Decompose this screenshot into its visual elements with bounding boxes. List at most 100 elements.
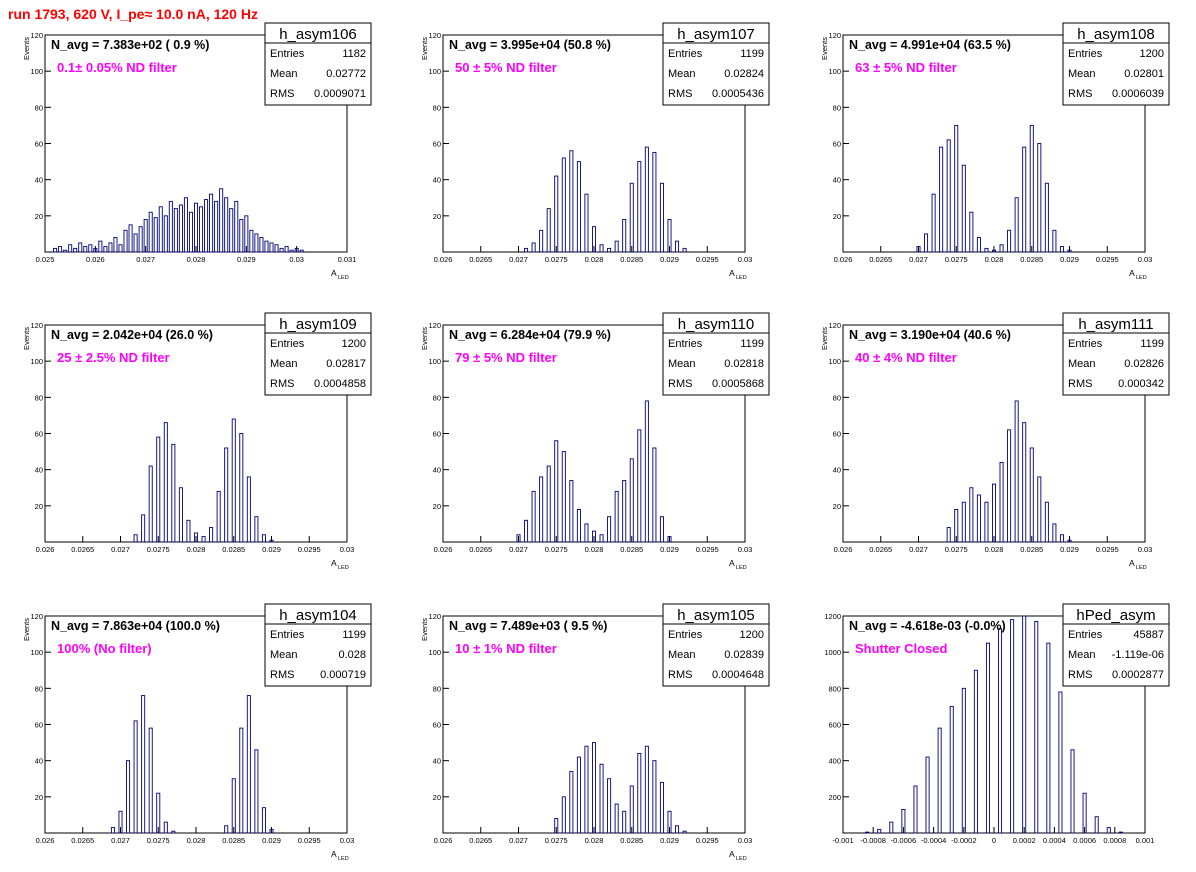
x-axis-label: A <box>331 558 337 568</box>
x-axis-label: A <box>729 268 735 278</box>
y-tick-label: 100 <box>30 67 43 76</box>
stat-value: -1.119e-06 <box>1112 649 1164 661</box>
histogram-bin <box>171 830 176 834</box>
histogram-bin <box>984 247 989 253</box>
histogram-bin <box>163 422 168 543</box>
histogram-bin <box>992 249 997 253</box>
x-tick-label: 0.03 <box>738 545 753 554</box>
x-tick-label: -0.0006 <box>891 836 916 845</box>
x-tick-label: 0.028 <box>585 836 604 845</box>
y-tick-label: 40 <box>433 757 441 766</box>
stats-box <box>264 312 372 396</box>
y-tick-label: 80 <box>433 103 441 112</box>
y-tick-label: 600 <box>828 721 841 730</box>
stat-value: 0.028 <box>338 649 366 661</box>
x-axis-label-sub: LED <box>338 856 349 862</box>
histogram-bin <box>110 827 115 834</box>
histogram-bin <box>954 509 959 543</box>
stat-key: RMS <box>668 378 692 390</box>
histogram-bin <box>961 687 966 834</box>
x-tick-label: 0.026 <box>36 836 55 845</box>
y-tick-label: 60 <box>35 430 43 439</box>
histogram-bin <box>924 233 929 253</box>
x-tick-label: 0.027 <box>509 545 528 554</box>
histogram-bin <box>976 494 981 543</box>
histogram-bin <box>607 247 612 253</box>
histogram-bin <box>254 233 259 253</box>
stat-key: Entries <box>270 629 305 641</box>
histogram-bin <box>246 476 251 543</box>
histogram-bin <box>234 200 239 253</box>
y-tick-label: 20 <box>35 793 43 802</box>
histogram-bin <box>1022 615 1027 834</box>
y-tick-label: 100 <box>428 357 441 366</box>
stat-key: Entries <box>1068 629 1103 641</box>
x-axis-label: A <box>331 268 337 278</box>
histogram-bin <box>877 828 882 834</box>
y-axis-label: Events <box>820 37 829 60</box>
stats-box <box>1062 22 1170 106</box>
stat-key: Mean <box>1068 358 1096 370</box>
stat-value: 1199 <box>342 629 366 641</box>
stat-key: Mean <box>1068 68 1096 80</box>
x-tick-label: 0.03 <box>738 255 753 264</box>
histogram-bin <box>123 229 128 253</box>
stat-value: 1199 <box>1140 338 1164 350</box>
x-tick-label: 0.026 <box>434 545 453 554</box>
histogram-bin <box>224 197 229 253</box>
histogram-bin <box>73 247 78 253</box>
histogram-bin <box>58 246 63 253</box>
x-tick-label: 0.027 <box>509 255 528 264</box>
histogram-panel-h_asym108: 0.026 0.0265 0.027 0.0275 0.028 0.0285 0.029 0.… <box>820 22 1170 281</box>
histogram-bin <box>133 233 138 253</box>
navg-label: N_avg = 7.863e+04 (100.0 %) <box>51 619 220 633</box>
y-axis-label: Events <box>22 37 31 60</box>
x-tick-label: 0.027 <box>909 255 928 264</box>
histogram-bin <box>561 157 566 253</box>
histogram-bin <box>118 244 123 253</box>
histogram-name: h_asym108 <box>1077 26 1155 43</box>
stat-value: 0.000719 <box>320 669 366 681</box>
stat-value: 1200 <box>740 629 764 641</box>
x-tick-label: 0.029 <box>1060 545 1079 554</box>
y-tick-label: 120 <box>30 321 43 330</box>
x-tick-label: 0.0275 <box>945 255 968 264</box>
x-tick-label: 0.029 <box>262 545 281 554</box>
histogram-bin <box>637 752 642 834</box>
histogram-panel-h_asym104: 0.026 0.0265 0.027 0.0275 0.028 0.0285 0.029 0.… <box>22 603 372 862</box>
histogram-bin <box>261 807 266 834</box>
histogram-name: h_asym107 <box>677 26 755 43</box>
histogram-bin <box>546 208 551 253</box>
histogram-bin <box>607 778 612 834</box>
stat-value: 0.0002877 <box>1112 669 1164 681</box>
histogram-bin <box>178 487 183 543</box>
x-tick-label: 0.028 <box>985 255 1004 264</box>
histogram-bin <box>168 200 173 253</box>
histogram-bin <box>973 669 978 834</box>
histogram-bin <box>629 458 634 543</box>
stat-key: RMS <box>270 88 294 100</box>
x-tick-label: 0.026 <box>834 545 853 554</box>
histogram-bin <box>576 161 581 253</box>
y-tick-label: 800 <box>828 684 841 693</box>
x-tick-label: 0.027 <box>111 545 130 554</box>
x-tick-label: 0.0265 <box>469 255 492 264</box>
histogram-panel-h_asym106: 0.025 0.026 0.027 0.028 0.029 0.03 0.031 20 40 60… <box>22 22 372 281</box>
histogram-bin <box>171 443 176 543</box>
x-tick-label: 0.027 <box>111 836 130 845</box>
x-tick-label: 0.0295 <box>696 545 719 554</box>
histogram-bin <box>239 433 244 543</box>
stat-key: Mean <box>668 358 696 370</box>
y-tick-label: 100 <box>428 648 441 657</box>
y-tick-label: 400 <box>828 757 841 766</box>
histogram-bin <box>561 796 566 834</box>
stats-box <box>264 603 372 687</box>
histogram-bin <box>1059 534 1064 543</box>
histogram-bin <box>913 785 918 834</box>
histogram-bin <box>173 208 178 253</box>
histogram-bin <box>516 534 521 543</box>
histogram-bin <box>969 487 974 543</box>
x-tick-label: 0.0295 <box>696 255 719 264</box>
y-axis-label: Events <box>22 327 31 350</box>
y-tick-label: 80 <box>35 103 43 112</box>
